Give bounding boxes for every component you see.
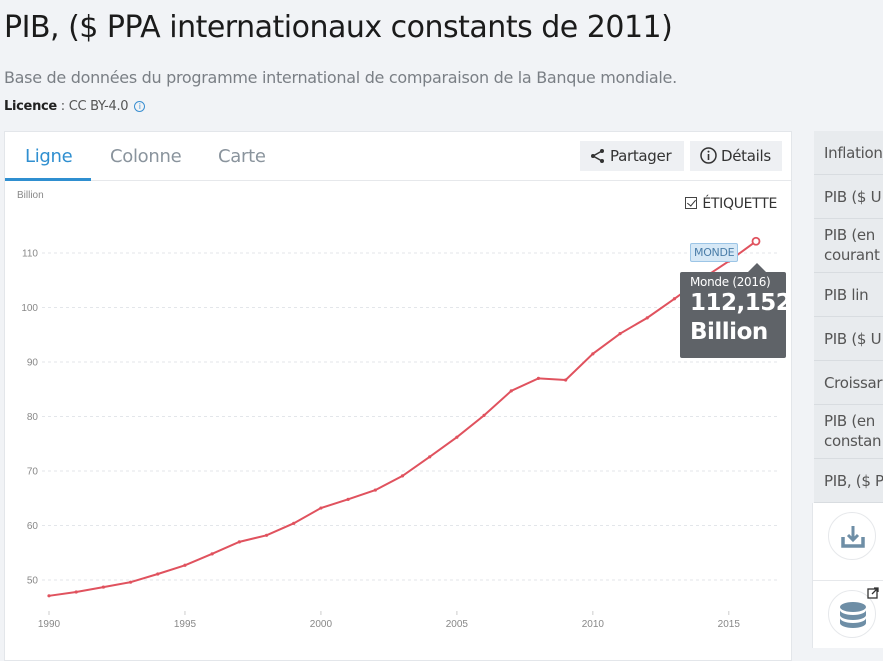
y-tick-label: 90: [27, 358, 39, 369]
data-point: [237, 540, 241, 544]
page-subtitle: Base de données du programme internation…: [4, 68, 677, 87]
tooltip-label: Monde (2016): [690, 275, 771, 289]
actions-divider: [813, 580, 883, 581]
sidebar-item-pib-constant[interactable]: PIB (en constan: [814, 405, 883, 459]
sidebar-item-label: Croissar: [824, 374, 883, 392]
sidebar-item-pib-usd-2[interactable]: PIB ($ U: [814, 317, 883, 361]
label-toggle-text: ÉTIQUETTE: [702, 196, 777, 212]
x-tick-label: 2010: [582, 619, 605, 630]
tab-colonne[interactable]: Colonne: [110, 146, 182, 167]
tooltip-value: 112,152: [690, 290, 792, 316]
y-tick-label: 50: [27, 576, 39, 587]
data-point: [373, 488, 377, 492]
data-point: [128, 580, 133, 584]
sidebar-item-inflation[interactable]: Inflation: [814, 131, 883, 175]
licence-separator: :: [56, 99, 69, 114]
sidebar-item-pib-courant[interactable]: PIB (en courant: [814, 219, 883, 273]
page-title: PIB, ($ PPA internationaux constants de …: [4, 10, 673, 45]
data-point: [74, 590, 78, 594]
share-icon: [591, 149, 604, 163]
y-tick-label: 70: [27, 467, 39, 478]
chart-panel: Ligne Colonne Carte Partager Détails Bil…: [4, 131, 792, 661]
data-point: [509, 389, 513, 393]
details-button[interactable]: Détails: [690, 141, 782, 171]
data-point: [645, 316, 649, 320]
database-icon: [840, 602, 866, 628]
database-button[interactable]: [828, 587, 879, 638]
chart-tabs: Ligne Colonne Carte Partager Détails: [5, 132, 791, 181]
data-point: [319, 506, 323, 510]
tooltip-unit: Billion: [690, 319, 768, 345]
sidebar-item-label-line2: constan: [824, 432, 882, 450]
x-tick-label: 2015: [718, 619, 741, 630]
sidebar-item-label: PIB lin: [824, 286, 869, 304]
sidebar-item-pib-lin[interactable]: PIB lin: [814, 273, 883, 317]
share-button[interactable]: Partager: [580, 141, 684, 171]
series-line-monde: [48, 240, 757, 597]
sidebar-item-label-line2: courant: [824, 246, 880, 264]
x-tick-label: 1995: [174, 619, 197, 630]
info-circle-icon: [700, 147, 717, 164]
licence: Licence : CC BY-4.0 i: [4, 99, 146, 114]
sidebar-item-pib-usd[interactable]: PIB ($ U: [814, 175, 883, 219]
y-axis-unit-label: Billion: [17, 190, 44, 201]
data-point: [264, 533, 269, 537]
data-point: [400, 474, 405, 478]
related-indicators-sidebar: Inflation PIB ($ U PIB (en courant PIB li…: [814, 131, 883, 503]
sidebar-item-label: PIB ($ U: [824, 330, 882, 348]
series-label-monde: MONDE: [690, 243, 739, 262]
external-link-icon: [867, 587, 879, 599]
data-point: [482, 413, 486, 418]
share-label: Partager: [610, 147, 672, 165]
label-toggle[interactable]: ÉTIQUETTE: [685, 196, 777, 212]
y-tick-label: 80: [27, 412, 39, 423]
data-point: [618, 332, 622, 336]
sidebar-actions: [812, 503, 883, 648]
active-tab-indicator: [5, 178, 91, 181]
tab-ligne[interactable]: Ligne: [25, 146, 73, 167]
details-label: Détails: [721, 147, 771, 165]
sidebar-item-pib-ppa[interactable]: PIB, ($ P: [814, 459, 883, 503]
data-point: [101, 585, 105, 589]
data-point: [292, 521, 296, 525]
sidebar-item-label: PIB (en: [824, 412, 876, 430]
data-point: [751, 236, 761, 246]
data-point: [156, 572, 160, 576]
y-tick-label: 60: [27, 521, 39, 532]
x-tick-label: 2005: [446, 619, 469, 630]
info-icon[interactable]: i: [134, 101, 146, 112]
data-point: [183, 563, 187, 567]
download-button[interactable]: [828, 512, 876, 560]
data-point: [536, 376, 541, 380]
data-point: [455, 435, 459, 439]
sidebar-item-label: PIB ($ U: [824, 188, 882, 206]
download-icon: [841, 526, 865, 548]
data-point: [346, 497, 350, 501]
data-point: [47, 594, 51, 598]
data-point: [564, 378, 568, 382]
y-tick-label: 110: [22, 249, 38, 260]
data-point: [591, 352, 595, 356]
data-point: [672, 297, 677, 301]
x-tick-label: 1990: [38, 619, 61, 630]
data-tooltip: Monde (2016) 112,152 Billion: [680, 263, 792, 358]
licence-label: Licence: [4, 99, 57, 114]
y-tick-label: 100: [21, 303, 38, 314]
sidebar-item-label: Inflation: [824, 144, 883, 162]
tab-carte[interactable]: Carte: [218, 146, 266, 167]
sidebar-item-label: PIB, ($ P: [824, 472, 883, 490]
data-point: [428, 455, 432, 459]
label-checkbox[interactable]: [685, 197, 698, 209]
sidebar-item-croissance[interactable]: Croissar: [814, 361, 883, 405]
sidebar-item-label: PIB (en: [824, 226, 876, 244]
data-point: [210, 552, 214, 556]
licence-value: CC BY-4.0: [68, 99, 129, 114]
x-tick-label: 2000: [310, 619, 333, 630]
